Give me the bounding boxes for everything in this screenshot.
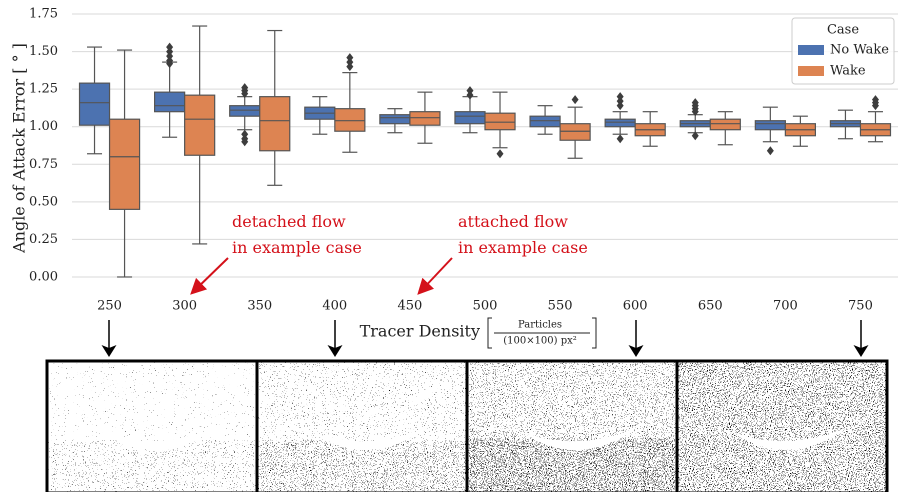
figure: 0.00 0.25 0.50 0.75 1.00 1.25 1.50 1.75 250 300 35… xyxy=(0,0,898,492)
box xyxy=(605,119,635,127)
y-axis-label: Angle of Attack Error [ ° ] xyxy=(10,43,29,254)
box xyxy=(185,95,215,155)
box-group xyxy=(410,92,440,143)
y-tick-label: 1.25 xyxy=(29,82,58,97)
plot-area: 0.00 0.25 0.50 0.75 1.00 1.25 1.50 1.75 250 300 35… xyxy=(29,7,898,314)
box-group xyxy=(110,50,140,277)
annotation-line: in example case xyxy=(458,238,588,257)
x-unit-denominator: (100×100) px² xyxy=(503,336,577,347)
box-group xyxy=(80,47,110,154)
panel-arrows xyxy=(109,320,861,354)
box-group xyxy=(560,95,590,158)
annotation: detached flow in example case xyxy=(232,212,362,257)
y-tick-label: 1.00 xyxy=(29,119,58,134)
annotation-line: attached flow xyxy=(458,212,568,231)
outlier xyxy=(617,101,624,110)
annotation-line: detached flow xyxy=(232,212,346,231)
x-tick-label: 250 xyxy=(97,299,122,314)
particle-images xyxy=(47,360,887,492)
y-tick-label: 0.75 xyxy=(29,157,58,172)
box xyxy=(155,92,185,112)
x-tick-label: 500 xyxy=(473,299,498,314)
box-group xyxy=(380,109,410,133)
outlier xyxy=(617,134,624,143)
box xyxy=(80,83,110,125)
box xyxy=(455,112,485,124)
y-tick-label: 1.75 xyxy=(29,7,58,22)
x-unit-numerator: Particles xyxy=(518,320,562,331)
outlier xyxy=(767,146,774,155)
box-group xyxy=(710,112,740,145)
legend: Case No Wake Wake xyxy=(792,18,894,84)
box xyxy=(530,116,560,127)
y-tick-label: 1.50 xyxy=(29,44,58,59)
annotation-line: in example case xyxy=(232,238,362,257)
box-group xyxy=(455,86,485,133)
box xyxy=(230,106,260,117)
outlier xyxy=(497,149,504,158)
box-group xyxy=(680,98,710,140)
x-tick-label: 450 xyxy=(397,299,422,314)
box-group xyxy=(485,92,515,158)
x-axis-label: Tracer Density xyxy=(360,322,480,341)
legend-title: Case xyxy=(827,23,859,38)
box-group xyxy=(155,43,185,138)
outlier xyxy=(572,95,579,104)
legend-swatch xyxy=(798,45,824,55)
y-tick-label: 0.25 xyxy=(29,232,58,247)
box xyxy=(110,119,140,209)
x-tick-label: 300 xyxy=(172,299,197,314)
y-tick-label: 0.50 xyxy=(29,194,58,209)
box-group xyxy=(530,106,560,135)
box-group xyxy=(260,31,290,186)
annotation-arrow xyxy=(420,258,452,292)
box-group xyxy=(185,26,215,244)
box xyxy=(380,115,410,124)
x-tick-label: 750 xyxy=(848,299,873,314)
box-group xyxy=(635,112,665,147)
annotation-arrow xyxy=(193,258,228,292)
chart: 0.00 0.25 0.50 0.75 1.00 1.25 1.50 1.75 250 300 35… xyxy=(0,0,898,492)
box-group xyxy=(605,92,635,143)
box-group xyxy=(785,116,815,146)
box xyxy=(755,121,785,130)
x-tick-label: 600 xyxy=(623,299,648,314)
box xyxy=(560,124,590,141)
x-tick-label: 700 xyxy=(773,299,798,314)
box xyxy=(410,112,440,126)
legend-label: No Wake xyxy=(830,43,889,58)
box-group xyxy=(860,95,890,142)
y-tick-label: 0.00 xyxy=(29,269,58,284)
x-tick-label: 350 xyxy=(247,299,272,314)
outlier xyxy=(346,62,353,71)
box-group xyxy=(305,97,335,135)
box xyxy=(710,119,740,130)
box-group xyxy=(230,83,260,146)
box-group xyxy=(755,107,785,155)
x-tick-label: 650 xyxy=(698,299,723,314)
x-tick-label: 550 xyxy=(548,299,573,314)
box xyxy=(260,97,290,151)
legend-label: Wake xyxy=(830,64,866,79)
legend-swatch xyxy=(798,66,824,76)
box xyxy=(335,109,365,132)
box xyxy=(485,113,515,130)
box-group xyxy=(830,110,860,139)
annotation: attached flow in example case xyxy=(458,212,588,257)
x-tick-label: 400 xyxy=(322,299,347,314)
box-group xyxy=(335,53,365,152)
outlier xyxy=(466,91,473,100)
